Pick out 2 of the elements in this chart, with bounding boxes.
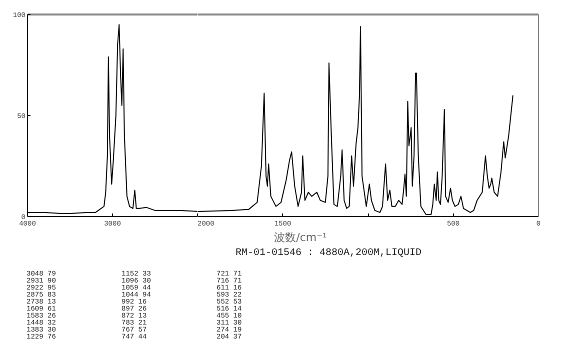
text: RM-01-01546 : 4880A,200M,LIQUID <box>236 248 422 259</box>
x-axis-title: 波数/cm⁻¹ <box>274 231 327 244</box>
